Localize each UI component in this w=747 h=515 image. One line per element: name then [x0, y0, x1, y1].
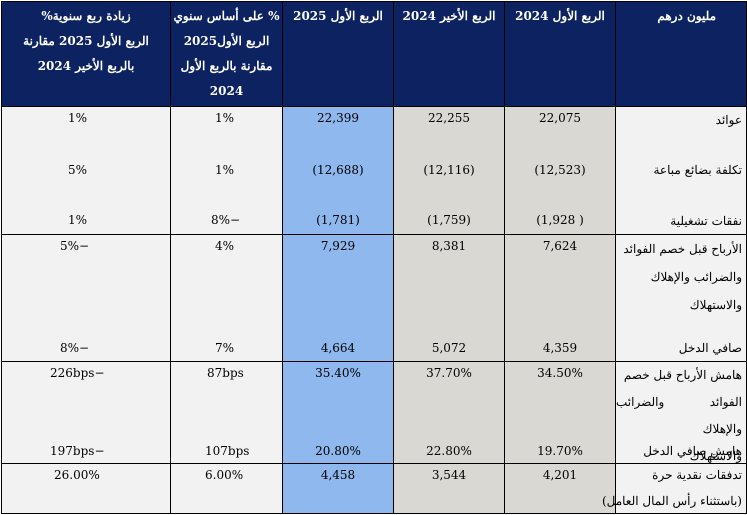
- cell-qoq: −5% −8%: [1, 234, 171, 362]
- cell-qoq: 26.00%: [1, 463, 171, 514]
- label-cogs: تكلفة بضائع مباعة: [653, 163, 743, 177]
- value-revenue-q1-2025: 22,399: [317, 111, 359, 125]
- value-cogs-q4-2024: (12,116): [423, 163, 475, 177]
- header-qoq-line: بالربع الأخير 2024: [37, 59, 135, 73]
- value-net-income-q4-2024: 5,072: [431, 341, 467, 355]
- header-q4-2024: الربع الأخير 2024: [393, 1, 505, 107]
- label-revenue: عوائد: [715, 113, 742, 127]
- header-q1-2024: الربع الأول 2024: [504, 1, 616, 107]
- cell-qoq: −226bps −197bps: [1, 361, 171, 464]
- label-ebitda-margin: هامش الأرباح قبل خصم الفوائد والضرائب وا…: [616, 362, 742, 470]
- header-yoy-line: الربع الأول2025: [183, 34, 270, 48]
- value-revenue-q4-2024: 22,255: [428, 111, 470, 125]
- table-row-group-profit: الأرباح قبل خصم الفوائد والضرائب والإهلا…: [1, 234, 747, 362]
- cell-q4-2024: 37.70% 22.80%: [393, 361, 505, 464]
- value-net-margin-q1-2025: 20.80%: [315, 444, 361, 458]
- cell-q1-2024: 34.50% 19.70%: [504, 361, 616, 464]
- cell-q1-2025: 22,399 (12,688) (1,781): [282, 106, 394, 235]
- header-qoq-line: الربع الأول 2025 مقارنة: [23, 34, 149, 48]
- header-yoy-line: % على أساس سنوي: [173, 9, 280, 23]
- cell-yoy: 87bps 107bps: [170, 361, 283, 464]
- value-ebitda-q1-2024: 7,624: [542, 239, 578, 253]
- row-labels: هامش الأرباح قبل خصم الفوائد والضرائب وا…: [615, 361, 747, 464]
- label-net-margin: هامش صافي الدخل: [643, 444, 742, 458]
- value-net-margin-q1-2024: 19.70%: [537, 444, 583, 458]
- label-fcf-line: (باستثناء رأس المال العامل): [601, 494, 742, 508]
- value-ebitda-yoy: 4%: [215, 239, 235, 253]
- value-net-income-qoq: −8%: [60, 341, 90, 355]
- value-net-income-q1-2025: 4,664: [320, 341, 356, 355]
- cell-q1-2024: 7,624 4,359: [504, 234, 616, 362]
- label-fcf-line: تدفقات نقدية حرة: [652, 468, 742, 482]
- value-ebitda-margin-yoy: 87bps: [207, 366, 244, 380]
- value-ebitda-margin-qoq: −226bps: [50, 366, 105, 380]
- header-yoy: % على أساس سنوي الربع الأول2025 مقارنة ب…: [170, 1, 283, 107]
- value-revenue-yoy: 1%: [215, 111, 235, 125]
- label-ebitda: الأرباح قبل خصم الفوائد والضرائب والإهلا…: [616, 235, 742, 319]
- value-opex-q1-2025: (1,781): [316, 213, 360, 227]
- cell-qoq: 1% 5% 1%: [1, 106, 171, 235]
- cell-q1-2025: 4,458: [282, 463, 394, 514]
- label-ebitda-margin-line: هامش الأرباح قبل خصم: [623, 368, 742, 382]
- value-opex-yoy: −8%: [211, 213, 241, 227]
- value-opex-q4-2024: (1,759): [427, 213, 471, 227]
- value-fcf-yoy: 6.00%: [205, 468, 244, 482]
- value-revenue-qoq: 1%: [68, 111, 88, 125]
- value-ebitda-margin-q1-2025: 35.40%: [315, 366, 361, 380]
- label-ebitda-margin-line: الفوائد والضرائب والإهلاك: [616, 395, 742, 436]
- value-net-margin-qoq: −197bps: [50, 444, 105, 458]
- header-qoq: زيادة ربع سنوية% الربع الأول 2025 مقارنة…: [1, 1, 171, 107]
- row-labels: عوائد تكلفة بضائع مباعة نفقات تشغيلية: [615, 106, 747, 235]
- value-cogs-qoq: 5%: [68, 163, 88, 177]
- value-net-income-q1-2024: 4,359: [542, 341, 578, 355]
- cell-q4-2024: 8,381 5,072: [393, 234, 505, 362]
- value-ebitda-margin-q4-2024: 37.70%: [426, 366, 472, 380]
- value-fcf-qoq: 26.00%: [54, 468, 100, 482]
- value-ebitda-qoq: −5%: [60, 239, 90, 253]
- label-ebitda-margin-line: والاستهلاك: [689, 449, 742, 463]
- value-opex-q1-2024: ( 1,928): [536, 213, 584, 227]
- header-label: مليون درهم: [615, 1, 747, 107]
- cell-q1-2025: 35.40% 20.80%: [282, 361, 394, 464]
- value-fcf-q1-2025: 4,458: [320, 468, 356, 482]
- header-yoy-line: مقارنة بالربع الأول: [180, 59, 273, 73]
- cell-q4-2024: 3,544: [393, 463, 505, 514]
- header-qoq-line: زيادة ربع سنوية%: [41, 9, 131, 23]
- label-opex: نفقات تشغيلية: [670, 214, 742, 228]
- label-ebitda-line: والاستهلاك: [689, 298, 742, 312]
- row-labels: تدفقات نقدية حرة (باستثناء رأس المال الع…: [601, 463, 747, 514]
- table-row-group-income: عوائد تكلفة بضائع مباعة نفقات تشغيلية 22…: [1, 106, 747, 235]
- value-cogs-yoy: 1%: [215, 163, 235, 177]
- label-net-income: صافي الدخل: [678, 341, 742, 355]
- cell-q1-2024: 4,201: [504, 463, 616, 514]
- cell-yoy: 6.00%: [170, 463, 283, 514]
- value-fcf-q1-2024: 4,201: [542, 468, 578, 482]
- header-yoy-line: 2024: [209, 84, 244, 98]
- value-ebitda-q1-2025: 7,929: [320, 239, 356, 253]
- label-ebitda-line: والضرائب والإهلاك: [650, 270, 742, 284]
- row-labels: الأرباح قبل خصم الفوائد والضرائب والإهلا…: [615, 234, 747, 362]
- value-net-margin-q4-2024: 22.80%: [426, 444, 472, 458]
- value-fcf-q4-2024: 3,544: [431, 468, 467, 482]
- cell-q1-2025: 7,929 4,664: [282, 234, 394, 362]
- cell-yoy: 1% 1% −8%: [170, 106, 283, 235]
- value-cogs-q1-2024: (12,523): [534, 163, 586, 177]
- value-opex-qoq: 1%: [68, 213, 88, 227]
- value-net-margin-yoy: 107bps: [205, 444, 250, 458]
- value-ebitda-q4-2024: 8,381: [431, 239, 467, 253]
- label-ebitda-line: الأرباح قبل خصم الفوائد: [623, 242, 742, 256]
- value-ebitda-margin-q1-2024: 34.50%: [537, 366, 583, 380]
- value-cogs-q1-2025: (12,688): [312, 163, 364, 177]
- value-net-income-yoy: 7%: [215, 341, 235, 355]
- cell-yoy: 4% 7%: [170, 234, 283, 362]
- table-row-group-margins: هامش الأرباح قبل خصم الفوائد والضرائب وا…: [1, 361, 747, 464]
- table-row-group-fcf: تدفقات نقدية حرة (باستثناء رأس المال الع…: [1, 463, 747, 514]
- header-q1-2025: الربع الأول 2025: [282, 1, 394, 107]
- cell-q4-2024: 22,255 (12,116) (1,759): [393, 106, 505, 235]
- value-revenue-q1-2024: 22,075: [539, 111, 581, 125]
- cell-q1-2024: 22,075 (12,523) ( 1,928): [504, 106, 616, 235]
- header-row: مليون درهم الربع الأول 2024 الربع الأخير…: [1, 1, 747, 107]
